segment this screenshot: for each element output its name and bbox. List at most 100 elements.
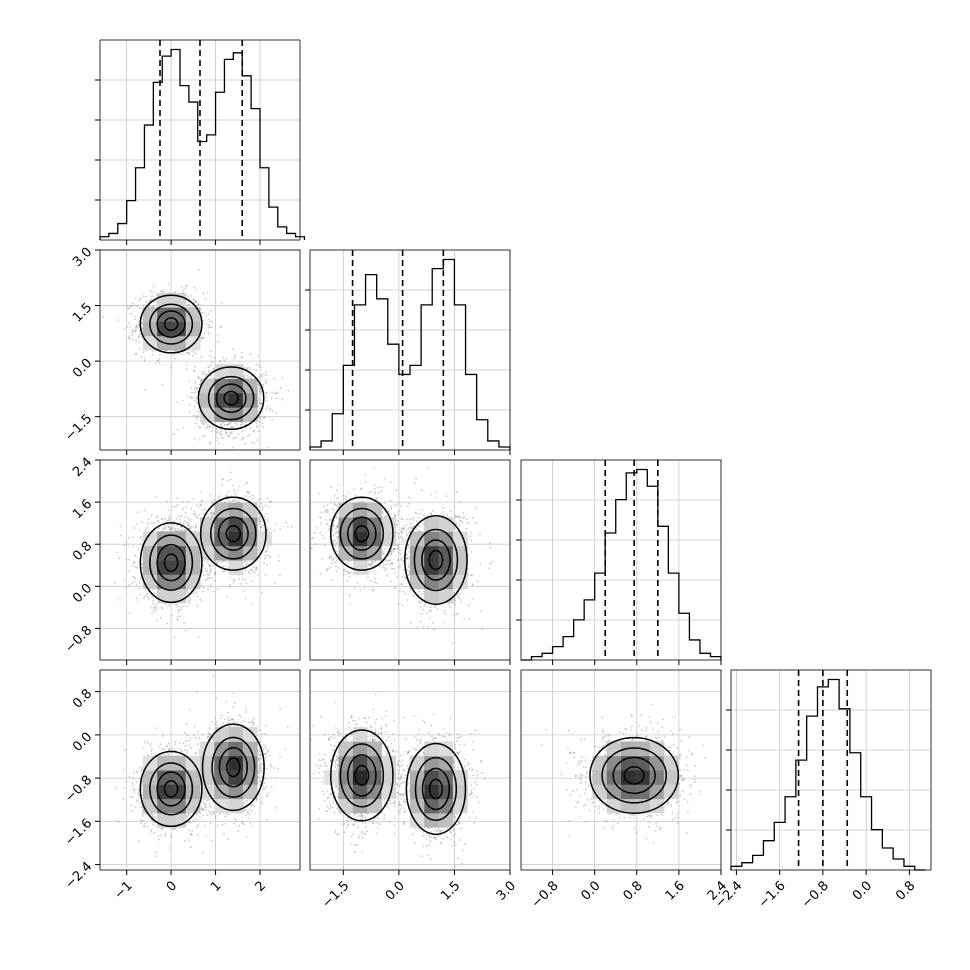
sample-point [389,559,392,562]
sample-point [308,533,310,535]
sample-point [148,598,150,601]
sample-point [331,528,334,531]
sample-point [265,391,267,394]
density-cell [228,531,244,547]
sample-point [189,518,192,521]
sample-point [136,523,138,526]
sample-point [211,515,213,518]
sample-point [310,547,313,550]
sample-point [334,532,337,535]
density-cell [228,560,244,575]
contour-line [197,366,265,431]
sample-point [269,556,272,559]
sample-point [252,430,255,433]
sample-point [134,577,137,580]
sample-point [167,604,170,607]
sample-point [353,488,356,491]
sample-point [228,434,231,437]
sample-point [255,566,258,569]
sample-point [201,336,204,339]
sample-point [203,508,206,511]
sample-point [380,490,383,493]
sample-point [193,388,196,391]
sample-point [221,560,223,563]
sample-point [215,427,218,430]
sample-point [285,521,288,524]
sample-point [347,561,350,563]
sample-point [335,515,338,517]
sample-point [265,550,267,553]
sample-point [211,512,214,515]
sample-point [255,569,258,572]
sample-point [259,388,261,391]
sample-point [200,600,203,602]
sample-point [262,416,264,419]
sample-point [199,438,201,441]
sample-point [207,370,210,373]
sample-point [176,401,179,404]
sample-point [233,579,235,581]
sample-point [197,410,200,413]
sample-point [260,402,263,405]
sample-point [149,606,152,609]
sample-point [155,516,158,519]
sample-point [172,433,175,435]
sample-point [207,587,209,590]
sample-point [196,391,198,394]
sample-point [334,539,337,542]
sample-point [144,594,146,597]
sample-point [264,551,267,553]
sample-point [134,315,136,318]
sample-points [102,269,290,449]
sample-point [263,557,266,560]
sample-point [152,285,155,288]
sample-point [154,592,156,595]
sample-point [389,481,392,484]
sample-point [329,557,331,559]
sample-point [225,561,228,563]
sample-point [267,520,270,523]
sample-point [151,611,154,614]
sample-point [168,515,171,518]
sample-point [185,285,188,287]
sample-point [196,605,199,608]
sample-point [209,310,212,312]
sample-point [208,333,210,336]
sample-point [208,577,211,580]
panel-frame [520,459,722,661]
sample-point [172,353,175,356]
scatter-panel-0-2 [99,459,301,661]
sample-point [127,536,130,539]
sample-point [194,524,197,526]
sample-point [197,375,200,378]
sample-point [392,550,395,553]
sample-point [205,322,208,325]
sample-point [188,602,191,605]
sample-point [237,433,240,436]
sample-point [279,387,282,390]
sample-point [275,412,278,414]
sample-point [225,431,228,434]
sample-point [382,512,384,515]
sample-point [210,425,213,427]
sample-point [397,520,399,523]
sample-point [221,484,224,487]
sample-point [134,330,136,332]
sample-point [259,525,262,528]
sample-point [195,524,197,527]
sample-point [127,307,130,310]
sample-point [155,496,157,499]
histogram-line [730,678,926,871]
sample-point [209,493,212,496]
sample-point [177,529,180,532]
sample-point [169,528,172,531]
sample-point [241,352,243,354]
sample-point [332,541,335,544]
sample-point [118,557,120,559]
sample-point [243,561,246,564]
sample-point [397,546,399,549]
sample-point [393,547,396,550]
sample-point [211,502,214,505]
sample-point [193,513,195,516]
sample-point [176,616,179,618]
